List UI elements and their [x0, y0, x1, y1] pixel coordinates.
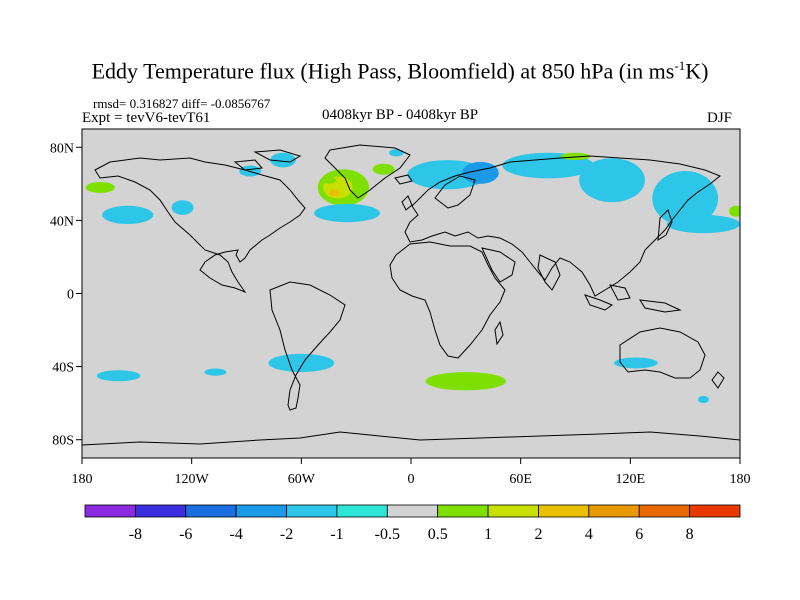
flux-region	[268, 353, 335, 373]
y-tick-label: 80N	[50, 141, 74, 156]
flux-region	[425, 372, 507, 391]
colorbar-label: -2	[280, 526, 293, 543]
colorbar-label: 0.5	[428, 526, 448, 543]
flux-region	[204, 368, 227, 376]
colorbar-box	[487, 504, 539, 518]
y-tick-label: 40N	[50, 214, 74, 229]
colorbar-box	[588, 504, 640, 518]
colorbar-label: 6	[635, 526, 643, 543]
colorbar-box	[286, 504, 338, 518]
colorbar-label: -0.5	[375, 526, 400, 543]
y-tick-label: 80S	[52, 434, 74, 449]
colorbar-box	[638, 504, 691, 518]
experiment-label: Expt = tevV6-tevT61	[82, 110, 211, 126]
colorbar-labels: -8 -6 -4 -2 -1 -0.5 0.5 1 2 4 6 8	[129, 526, 694, 543]
flux-region	[697, 395, 709, 404]
x-tick-label: 0	[408, 472, 415, 487]
period-label: 0408kyr BP - 0408kyr BP	[322, 107, 479, 123]
axis-ticks: 80N 40N 0 40S 80S 180 120W 60W 0 60E 120E 180	[50, 141, 751, 487]
flux-region	[372, 163, 395, 175]
colorbar-box	[134, 504, 187, 518]
colorbar-box	[235, 504, 287, 518]
colorbar-box	[336, 504, 388, 518]
flux-region	[270, 152, 296, 168]
colorbar-box	[538, 504, 590, 518]
colorbar-label: 4	[585, 526, 593, 543]
x-tick-label: 120E	[616, 472, 646, 487]
flux-region	[102, 205, 154, 225]
flux-region	[85, 182, 115, 193]
flux-region	[560, 152, 591, 161]
x-tick-label: 180	[72, 472, 93, 487]
colorbar-box	[437, 504, 489, 518]
colorbar-label: -8	[129, 526, 142, 543]
y-tick-label: 40S	[52, 361, 74, 376]
colorbar-box	[689, 504, 741, 518]
colorbar-box	[386, 504, 439, 518]
colorbar-box	[185, 504, 237, 518]
coastlines	[82, 144, 740, 446]
x-tick-label: 180	[730, 472, 751, 487]
flux-region	[729, 205, 740, 217]
stats-line: rmsd= 0.316827 diff= -0.0856767	[93, 96, 271, 111]
flux-region	[314, 203, 380, 223]
colorbar-label: 2	[534, 526, 542, 543]
flux-region	[613, 357, 658, 369]
flux-region	[462, 161, 499, 184]
colorbar-label: 1	[484, 526, 492, 543]
x-tick-label: 60E	[509, 472, 532, 487]
season-label: DJF	[707, 110, 733, 126]
y-tick-label: 0	[67, 288, 74, 303]
flux-region	[328, 189, 340, 197]
flux-region	[389, 149, 404, 157]
colorbar-label: -4	[229, 526, 242, 543]
colorbar-label: -6	[179, 526, 192, 543]
flux-region	[96, 370, 141, 382]
colorbar-label: 8	[686, 526, 694, 543]
x-tick-label: 120W	[175, 472, 210, 487]
flux-region	[666, 214, 740, 234]
colorbar-box	[84, 504, 136, 518]
x-tick-label: 60W	[288, 472, 316, 487]
flux-region	[579, 158, 645, 203]
chart-title: Eddy Temperature flux (High Pass, Bloomf…	[91, 58, 709, 84]
flux-region	[321, 176, 337, 184]
colorbar-label: -1	[330, 526, 343, 543]
colorbar-boxes	[84, 504, 741, 518]
flux-region	[171, 200, 194, 215]
